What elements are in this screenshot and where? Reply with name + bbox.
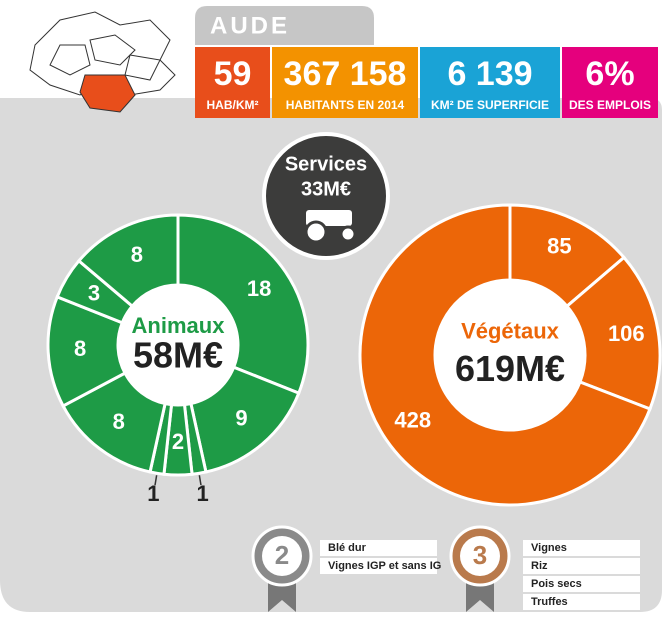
segment-label: 8 [113,409,125,434]
stat-label: DES EMPLOIS [569,98,651,112]
segment-label: 3 [88,280,100,305]
item-text: Truffes [531,596,568,608]
item-text: Blé dur [328,542,367,554]
leader [198,475,202,486]
segment-label: 8 [131,242,143,267]
services-circle [262,132,390,260]
item-row [320,540,437,556]
medal-inner [262,536,302,576]
item-row [320,558,437,574]
donut-total: 58M€ [133,335,223,376]
stat-label: KM² DE SUPERFICIE [431,98,549,112]
stat-value: 6% [585,55,634,93]
segment-label: 8 [74,336,86,361]
title: AUDE [210,12,290,39]
segment-label: 106 [608,321,645,346]
item-row [523,558,640,574]
donut-hole [435,280,585,430]
medal-inner [460,536,500,576]
map [29,11,176,113]
stat-box [562,47,658,118]
stat-value: 367 158 [284,55,407,93]
item-row [523,594,640,610]
item-row [523,540,640,556]
item-text: Vignes [531,542,567,554]
tractor-wheel [304,220,328,244]
medal-rank: 3 [473,540,487,570]
donut-label: Végétaux [461,318,560,343]
donut-total: 619M€ [455,348,565,389]
segment-label: 1 [196,481,208,506]
item-row [523,576,640,592]
item-text: Vignes IGP et sans IG [328,560,441,572]
title-tab [195,6,374,45]
stat-value: 59 [214,55,252,93]
item-text: Pois secs [531,578,582,590]
segment-label: 18 [247,276,271,301]
stat-label: HABITANTS EN 2014 [286,98,405,112]
services-label: Services [285,153,367,175]
donut-label: Animaux [132,313,226,338]
donut-hole [118,285,238,405]
tractor-wheel [339,225,357,243]
medal-rank: 2 [275,540,289,570]
segment-label: 85 [547,234,571,259]
stat-box [195,47,270,118]
stat-label: HAB/KM² [207,98,259,112]
segment-label: 2 [172,429,184,454]
segment-label: 1 [147,481,159,506]
stat-box [272,47,418,118]
stat-box [420,47,560,118]
segment-label: 428 [394,408,431,433]
stat-value: 6 139 [447,55,532,93]
item-text: Riz [531,560,548,572]
services-value: 33M€ [301,178,351,200]
segment-label: 9 [235,406,247,431]
leader [154,475,158,486]
